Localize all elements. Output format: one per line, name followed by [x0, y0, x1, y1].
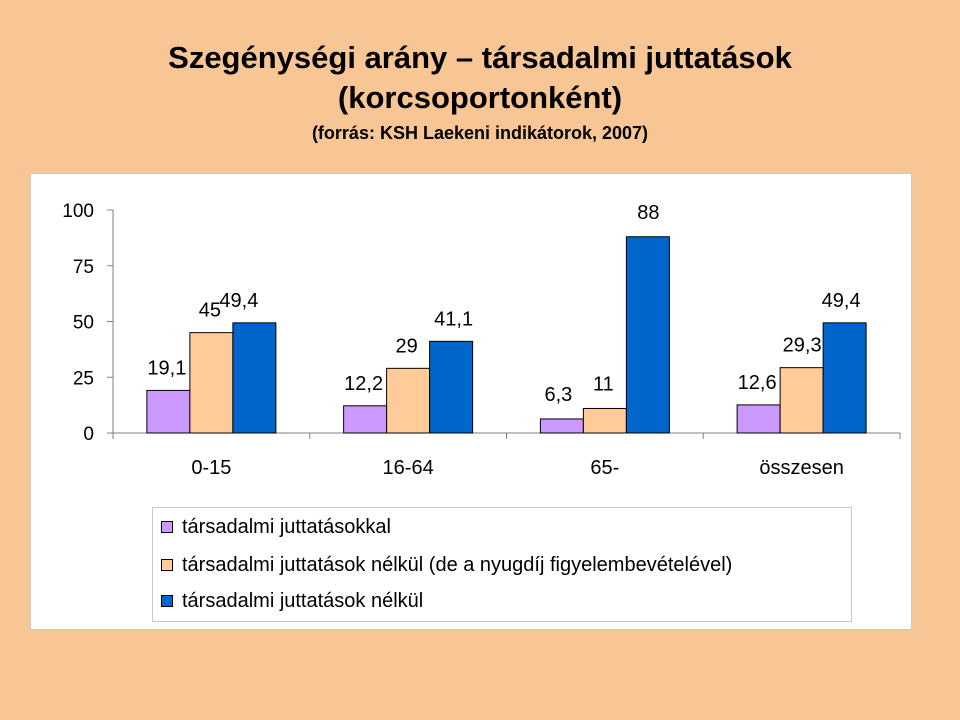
bar: [232, 322, 277, 434]
chart-legend: társadalmi juttatásokkal társadalmi jutt…: [152, 507, 852, 622]
x-tick-label: 65-: [590, 457, 619, 479]
title-line-1: Szegénységi arány – társadalmi juttatáso…: [168, 40, 792, 75]
legend-label: társadalmi juttatások nélkül (de a nyugd…: [182, 553, 733, 576]
data-label: 29,3: [783, 335, 822, 357]
y-tick-label: 75: [73, 257, 94, 278]
data-label: 49,4: [822, 290, 861, 312]
legend-label: társadalmi juttatásokkal: [182, 515, 391, 538]
bar: [386, 367, 431, 434]
bar: [429, 340, 474, 434]
data-label: 49,4: [219, 290, 258, 312]
data-label: 88: [637, 202, 659, 224]
legend-item-without-benefits: társadalmi juttatások nélkül: [161, 588, 423, 614]
y-tick-label: 0: [83, 424, 94, 445]
y-tick-label: 25: [73, 368, 94, 389]
x-tick-label: 16-64: [383, 457, 434, 479]
legend-swatch: [161, 559, 173, 571]
data-label: 12,2: [344, 373, 383, 395]
bar: [189, 332, 234, 434]
data-label: 41,1: [434, 308, 473, 330]
bar: [343, 405, 388, 434]
legend-swatch: [161, 521, 173, 533]
bar: [539, 418, 584, 434]
page-title: Szegénységi arány – társadalmi juttatáso…: [0, 38, 960, 118]
x-tick-label: 0-15: [191, 457, 231, 479]
data-label: 45: [199, 300, 221, 322]
bar: [582, 407, 627, 434]
x-tick-label: összesen: [759, 457, 844, 479]
bar: [625, 236, 670, 434]
legend-swatch: [161, 595, 173, 607]
page-subtitle: (forrás: KSH Laekeni indikátorok, 2007): [311, 123, 649, 143]
bar: [779, 367, 824, 434]
title-line-2: (korcsoportonként): [337, 80, 623, 115]
data-label: 12,6: [738, 372, 777, 394]
y-tick-label: 50: [73, 313, 94, 334]
data-label: 19,1: [147, 357, 186, 379]
legend-item-without-benefits-with-pension: társadalmi juttatások nélkül (de a nyugd…: [161, 552, 732, 578]
data-label: 29: [396, 335, 418, 357]
y-tick-label: 100: [62, 201, 94, 222]
data-label: 11: [593, 373, 614, 395]
legend-label: társadalmi juttatások nélkül: [182, 589, 424, 612]
bar: [822, 322, 867, 434]
bar: [146, 389, 191, 434]
data-label: 6,3: [544, 384, 572, 406]
bar: [736, 404, 781, 434]
legend-item-with-benefits: társadalmi juttatásokkal: [161, 514, 391, 540]
